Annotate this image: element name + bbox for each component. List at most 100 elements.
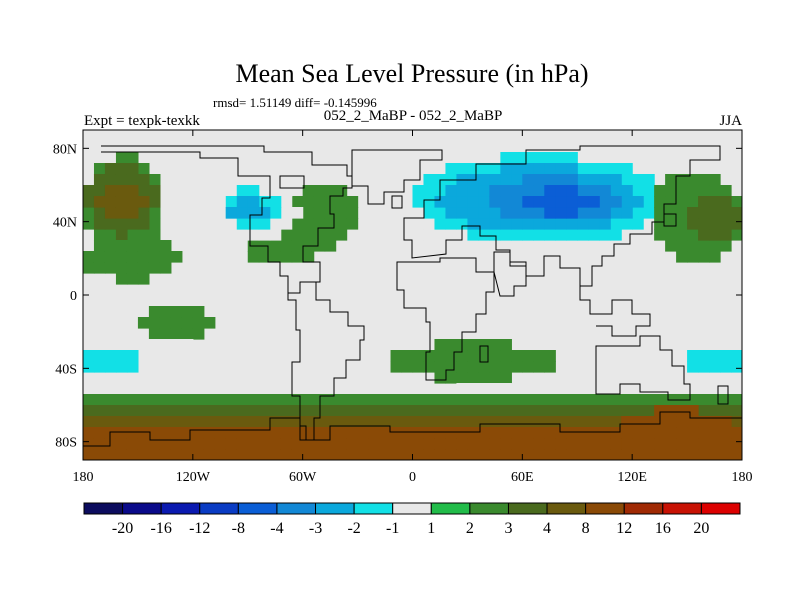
field-cell <box>654 350 666 362</box>
field-cell <box>511 438 523 450</box>
field-cell <box>126 427 139 439</box>
field-cell <box>412 438 425 450</box>
field-cell <box>456 163 469 175</box>
field-cell <box>456 372 469 384</box>
field-cell <box>456 152 469 164</box>
field-cell <box>643 438 655 450</box>
field-cell <box>522 207 534 219</box>
field-cell <box>104 427 117 439</box>
field-cell <box>137 449 150 460</box>
field-cell <box>610 438 622 450</box>
field-cell <box>588 438 600 450</box>
field-cell <box>159 328 172 340</box>
colorbar-label: -4 <box>270 520 283 537</box>
field-cell <box>291 449 304 460</box>
field-cell <box>467 240 479 252</box>
field-cell <box>93 394 106 406</box>
field-cell <box>302 416 315 428</box>
colorbar-swatch <box>83 502 124 515</box>
field-cell <box>500 240 512 252</box>
field-cell <box>698 427 710 439</box>
field-cell <box>599 185 611 197</box>
field-cell <box>500 141 512 153</box>
field-cell <box>401 196 414 208</box>
field-cell <box>599 394 611 406</box>
field-cell <box>247 427 260 439</box>
field-cell <box>544 240 556 252</box>
field-cell <box>599 427 611 439</box>
field-cell <box>93 218 106 230</box>
field-cell <box>269 449 282 460</box>
field-cell <box>280 229 293 241</box>
field-cell <box>500 229 512 241</box>
field-cell <box>720 438 732 450</box>
coastline-madagascar <box>479 345 489 363</box>
pressure-region-8 <box>225 196 271 219</box>
coastline-eurasia <box>403 145 721 287</box>
field-cell <box>335 394 348 406</box>
field-cell <box>467 163 479 175</box>
field-cell <box>247 185 260 197</box>
field-cell <box>313 438 326 450</box>
field-cell <box>533 361 545 373</box>
field-cell <box>676 350 688 362</box>
field-cell <box>709 427 721 439</box>
field-cell <box>665 207 677 219</box>
colorbar-label: -12 <box>189 520 210 537</box>
field-cell <box>621 185 633 197</box>
field-cell <box>533 416 545 428</box>
field-cell <box>357 416 370 428</box>
field-cell <box>676 449 688 460</box>
coastline-south-america <box>287 276 365 441</box>
field-cell <box>555 174 567 186</box>
field-cell <box>423 174 436 186</box>
field-cell <box>258 394 271 406</box>
field-cell <box>181 427 194 439</box>
field-cell <box>676 328 688 340</box>
colorbar-label: 8 <box>582 520 590 537</box>
field-cell <box>269 218 282 230</box>
field-cell <box>324 394 337 406</box>
field-cell <box>709 405 721 417</box>
field-cell <box>170 438 183 450</box>
field-cell <box>225 207 238 219</box>
field-cell <box>555 251 567 263</box>
field-cell <box>676 185 688 197</box>
field-cell <box>148 207 161 219</box>
colorbar-swatch <box>160 502 201 515</box>
field-cell <box>577 185 589 197</box>
field-cell <box>467 416 479 428</box>
field-cell <box>148 185 161 197</box>
field-cell <box>467 383 479 395</box>
field-cell <box>665 427 677 439</box>
colorbar-label: -8 <box>232 520 245 537</box>
field-cell <box>137 361 150 373</box>
field-cell <box>335 427 348 439</box>
colorbar-swatch <box>469 502 509 515</box>
coastline-new-zealand <box>717 385 729 405</box>
field-cell <box>544 141 556 153</box>
field-cell <box>599 218 611 230</box>
field-cell <box>621 207 633 219</box>
field-cell <box>500 207 512 219</box>
field-cell <box>192 328 205 340</box>
field-cell <box>269 405 282 417</box>
field-cell <box>588 174 600 186</box>
field-cell <box>434 207 447 219</box>
field-cell <box>445 251 458 263</box>
field-cell <box>390 416 403 428</box>
field-cell <box>654 449 666 460</box>
field-cell <box>423 207 436 219</box>
field-cell <box>478 416 490 428</box>
field-cell <box>126 449 139 460</box>
field-cell <box>610 416 622 428</box>
field-cell <box>621 174 633 186</box>
field-cell <box>544 427 556 439</box>
field-cell <box>137 185 150 197</box>
field-cell <box>500 218 512 230</box>
field-cell <box>291 240 304 252</box>
field-cell <box>445 240 458 252</box>
y-tick-label: 0 <box>70 289 77 304</box>
field-cell <box>434 240 447 252</box>
field-cell <box>148 427 161 439</box>
